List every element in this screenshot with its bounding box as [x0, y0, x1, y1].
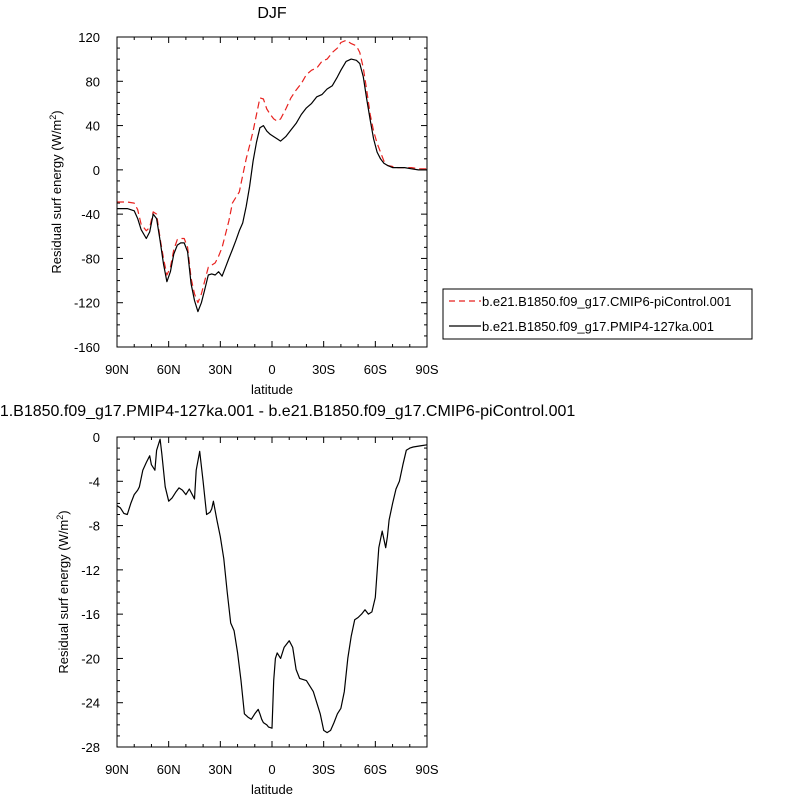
bottom-y-tick-label: -20 [81, 651, 100, 666]
top-axis-ticks: 120 80 40 0 -40 -80 -120 -160 90N 60N 30N 0 30S 60S 90… [74, 30, 439, 377]
legend: b.e21.B1850.f09_g17.CMIP6-piControl.001 … [442, 288, 753, 340]
bottom-x-tick-label: 30S [312, 762, 335, 777]
bottom-x-axis-label: latitude [251, 782, 293, 797]
bottom-plot-frame [116, 436, 428, 748]
top-y-tick-label: -40 [81, 207, 100, 222]
legend-entry-127ka: b.e21.B1850.f09_g17.PMIP4-127ka.001 [482, 319, 714, 334]
top-x-tick-label: 60S [364, 362, 387, 377]
bottom-axis-ticks: 0 -4 -8 -12 -16 -20 -24 -28 90N 60N 30N 0 30S 60S 90S [81, 430, 439, 777]
bottom-x-tick-label: 60N [157, 762, 181, 777]
top-x-tick-label: 90N [105, 362, 129, 377]
bottom-y-tick-label: -8 [88, 519, 100, 534]
bottom-series-layer [116, 438, 428, 734]
bottom-x-tick-label: 30N [208, 762, 232, 777]
top-x-tick-label: 30S [312, 362, 335, 377]
top-x-tick-label: 60N [157, 362, 181, 377]
top-y-tick-label: 0 [93, 163, 100, 178]
bottom-y-axis-label: Residual surf energy (W/m2) [55, 510, 71, 673]
bottom-y-tick-label: -4 [88, 474, 100, 489]
top-y-tick-label: -160 [74, 340, 100, 355]
top-chart-title: DJF [257, 5, 287, 22]
bottom-panel: b.e21.B1850.f09_g17.PMIP4-127ka.001 - b.… [0, 403, 575, 797]
top-y-tick-label: 80 [86, 74, 100, 89]
top-panel: DJF 120 80 40 0 -40 -80 -120 -160 90N 60N 30N 0 30S 6… [48, 5, 753, 397]
top-y-tick-label: -80 [81, 251, 100, 266]
bottom-y-tick-label: -28 [81, 740, 100, 755]
top-x-tick-label: 90S [415, 362, 438, 377]
top-x-axis-label: latitude [251, 382, 293, 397]
top-x-tick-label: 0 [268, 362, 275, 377]
bottom-y-tick-label: 0 [93, 430, 100, 445]
top-series-line-0 [117, 39, 427, 304]
bottom-x-tick-label: 90S [415, 762, 438, 777]
bottom-series-line-0 [116, 438, 428, 734]
top-y-tick-label: -120 [74, 296, 100, 311]
top-y-tick-label: 40 [86, 119, 100, 134]
top-plot-frame [116, 36, 428, 348]
bottom-x-tick-label: 0 [268, 762, 275, 777]
legend-entry-picontrol: b.e21.B1850.f09_g17.CMIP6-piControl.001 [482, 294, 731, 309]
bottom-y-tick-label: -24 [81, 696, 100, 711]
bottom-x-tick-label: 60S [364, 762, 387, 777]
bottom-chart-title: b.e21.B1850.f09_g17.PMIP4-127ka.001 - b.… [0, 403, 575, 420]
top-y-tick-label: 120 [78, 30, 100, 45]
bottom-y-tick-label: -12 [81, 563, 100, 578]
top-y-axis-label: Residual surf energy (W/m2) [48, 110, 64, 273]
bottom-x-tick-label: 90N [105, 762, 129, 777]
top-series-line-1 [117, 58, 427, 313]
top-series-layer [117, 39, 427, 313]
bottom-y-tick-label: -16 [81, 607, 100, 622]
legend-box [442, 288, 753, 340]
top-x-tick-label: 30N [208, 362, 232, 377]
